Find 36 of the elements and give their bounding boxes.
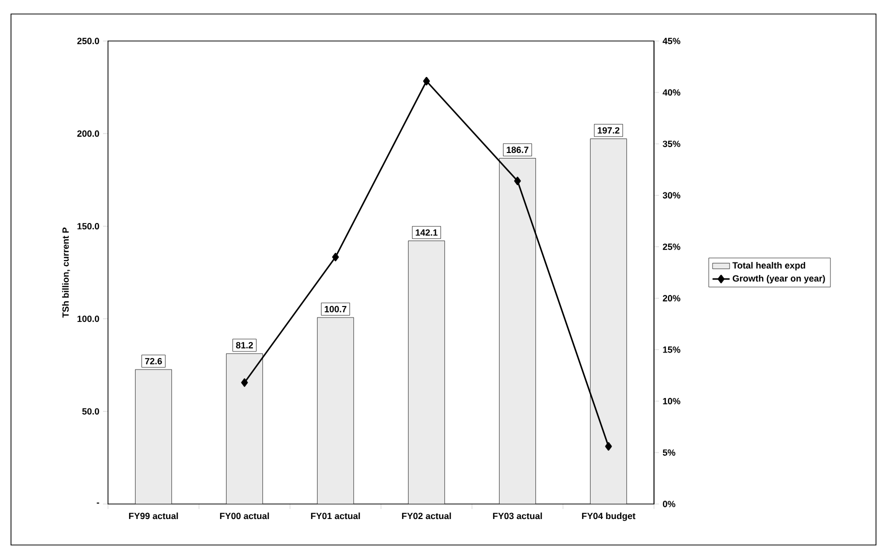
x-tick-label: FY99 actual (129, 512, 178, 520)
y-tick-label: - (96, 502, 100, 504)
x-tick-label: FY00 actual (220, 512, 269, 520)
point (332, 252, 339, 262)
y2-tick-label: 40% (662, 89, 680, 96)
y-tick-label: 150.0 (78, 223, 100, 230)
point (241, 378, 248, 387)
y2-tick-label: 20% (662, 295, 680, 302)
y2-tick-label: 25% (662, 244, 680, 250)
y2-tick-label: 35% (662, 140, 680, 148)
y-tick-label: 100.0 (78, 316, 100, 322)
data-label: 197.2 (598, 127, 620, 134)
y-axis-title: TSh billion, current P (62, 228, 70, 318)
legend-label: Total health expd (732, 262, 806, 270)
y-tick-label: 200.0 (77, 130, 100, 137)
point (605, 442, 612, 451)
x-tick-label: FY04 budget (582, 512, 636, 521)
y2-tick-label: 30% (662, 192, 680, 199)
y-tick-label: 50.0 (82, 408, 100, 415)
data-label: 142.1 (416, 229, 438, 236)
data-label: 81.2 (236, 342, 253, 348)
x-tick-label: FY02 actual (402, 512, 451, 520)
data-label: 186.7 (506, 146, 528, 154)
y2-tick-label: 0% (662, 500, 676, 508)
y2-tick-label: 5% (662, 449, 676, 456)
data-label: 100.7 (324, 306, 346, 312)
x-tick-label: FY01 actual (311, 512, 360, 520)
y2-tick-label: 10% (663, 398, 680, 404)
legend-label: Growth (year on year) (732, 274, 825, 284)
y2-tick-label: 15% (663, 346, 680, 353)
y-tick-label: 250.0 (77, 38, 100, 44)
point (423, 76, 430, 86)
x-tick-label: FY03 actual (493, 512, 542, 520)
y2-tick-label: 45% (662, 38, 680, 44)
point (514, 176, 521, 186)
data-label: 72.6 (145, 358, 162, 364)
